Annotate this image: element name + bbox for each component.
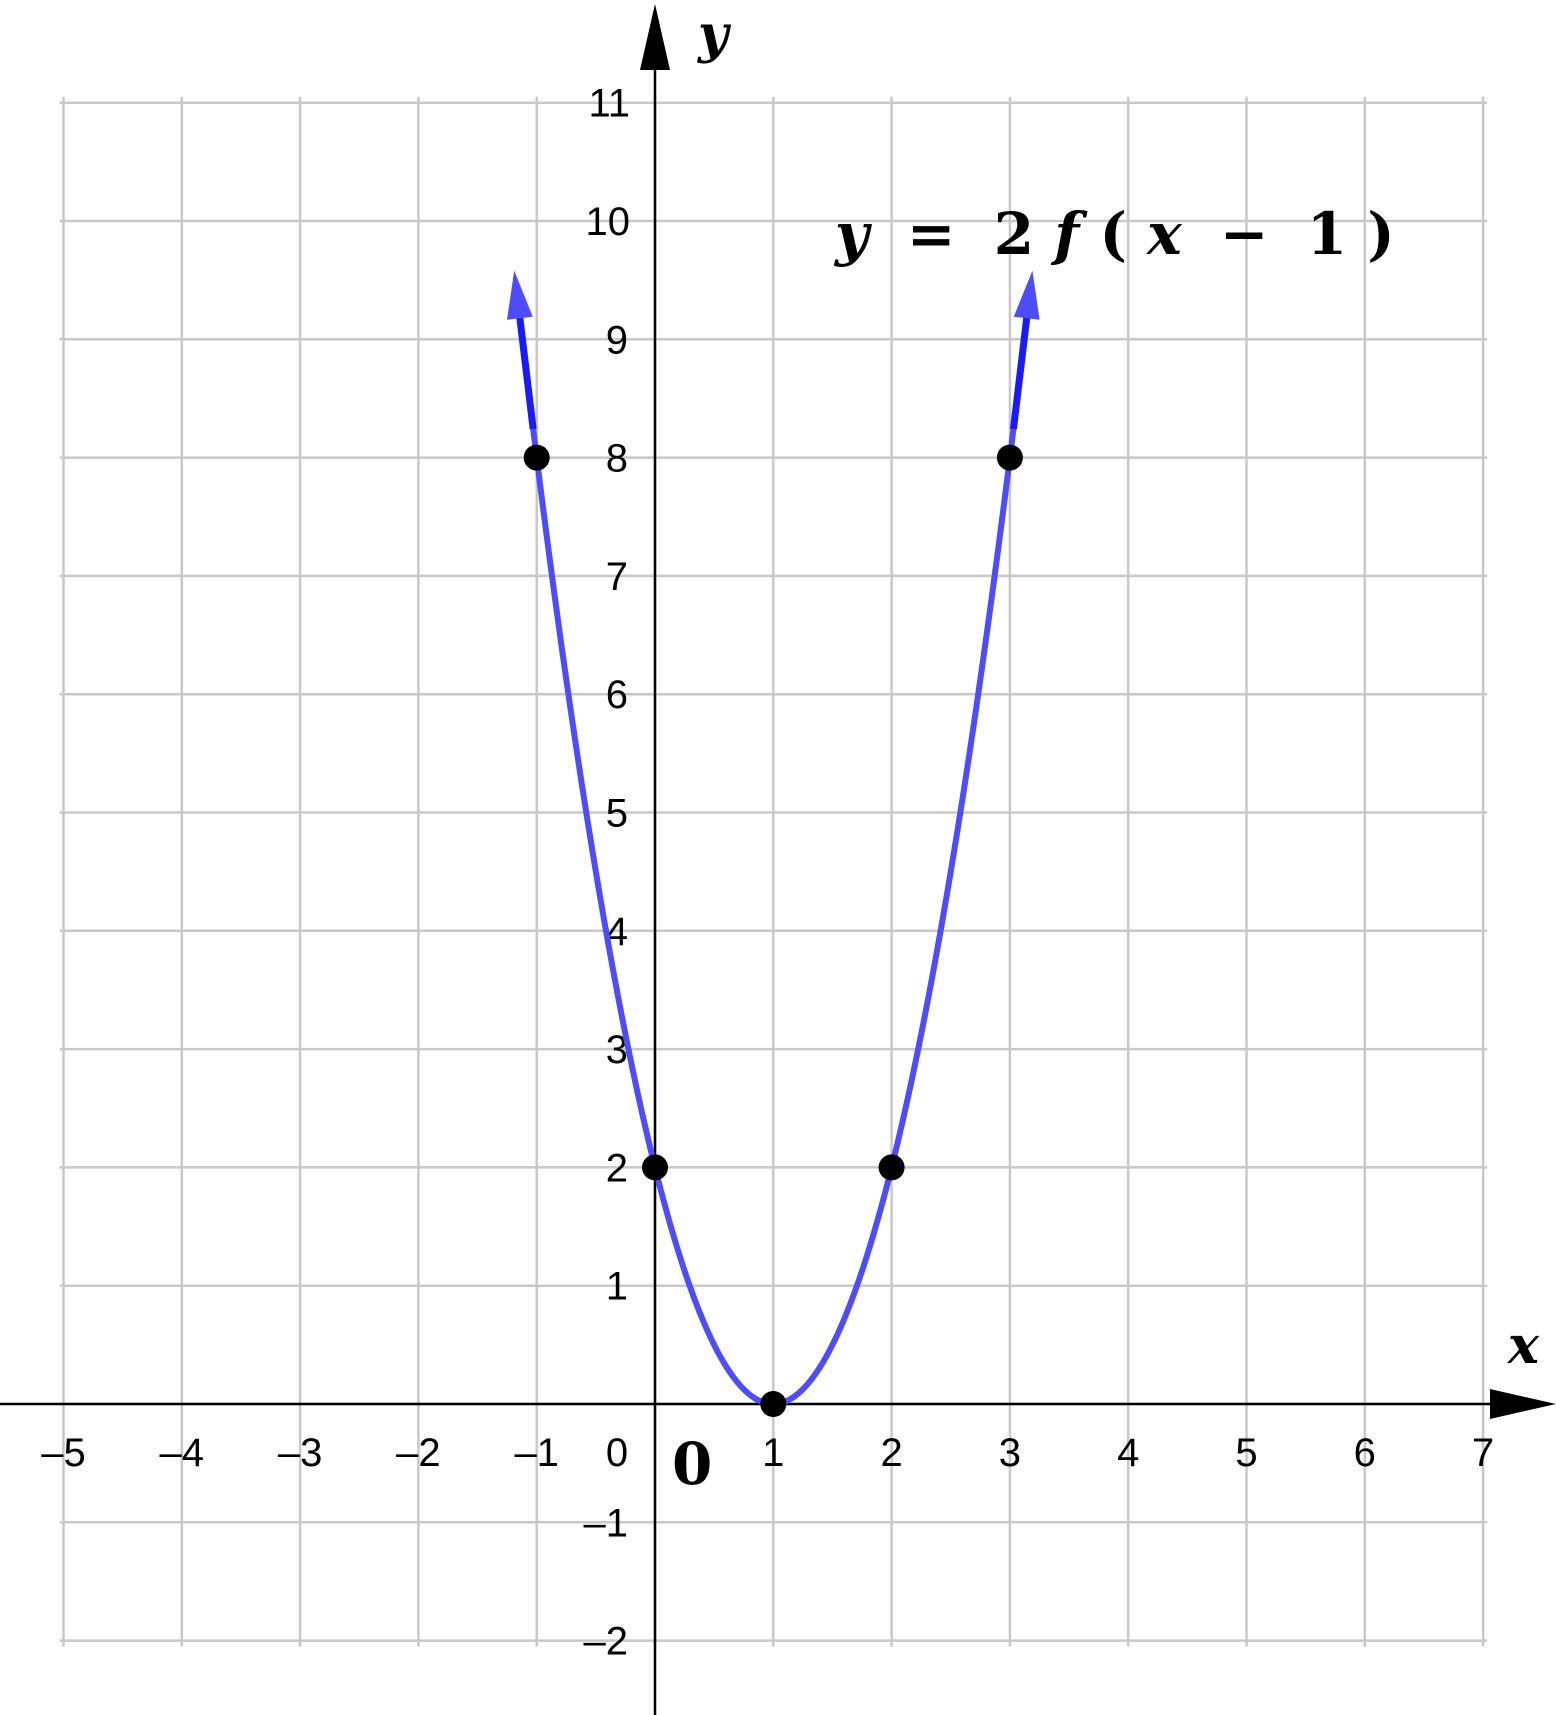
x-tick-label: 2 [880,1431,902,1475]
y-tick-label: –1 [584,1501,629,1545]
x-tick-label: –1 [514,1431,559,1475]
x-axis-label: x [1507,1315,1540,1376]
x-tick-labels: –5 –4 –3 –2 –1 0 1 2 3 4 5 6 7 [41,1431,1494,1475]
data-point [523,444,550,471]
data-points [523,444,1023,1417]
x-tick-label: 6 [1354,1431,1376,1475]
x-axis-arrow [1490,1389,1556,1419]
y-tick-label: 5 [606,792,628,836]
data-point [996,444,1023,471]
y-tick-label: 3 [606,1028,628,1072]
x-tick-label: 3 [999,1431,1021,1475]
y-tick-label: 1 [606,1265,628,1309]
eq-shift: 1 [1307,200,1347,268]
eq-lhs: y [833,200,873,268]
eq-open: ( [1099,200,1126,268]
eq-func: f [1050,200,1088,268]
equation-label: y = 2 f ( x − 1 ) [833,200,1395,268]
y-tick-label: 7 [606,555,628,599]
data-point [878,1154,905,1181]
x-tick-label: –2 [396,1431,441,1475]
curve-arrows [506,270,1040,430]
x-tick-label: 0 [606,1431,628,1475]
curve-arrow-shaft [515,309,537,430]
curve-arrow-right [1013,270,1040,320]
y-tick-label: 11 [588,82,630,126]
eq-coef: 2 [994,200,1034,268]
y-tick-label: 10 [586,200,631,244]
y-tick-label: –2 [584,1620,629,1664]
y-tick-label: 9 [606,318,628,362]
curve-arrow-shaft [1009,309,1032,430]
x-tick-label: –4 [160,1431,205,1475]
eq-var: x [1145,200,1183,268]
data-point [760,1391,787,1417]
x-tick-label: 7 [1472,1431,1494,1475]
eq-op: − [1220,200,1269,268]
x-tick-label: 1 [762,1431,784,1475]
x-tick-label: –5 [41,1431,86,1475]
curve-arrow-left [506,270,533,320]
y-axis-label: y [697,4,732,65]
y-tick-label: 6 [606,673,628,717]
y-tick-label: 4 [606,910,628,954]
y-axis-arrow [640,4,670,70]
origin-label: 0 [672,1430,712,1498]
data-point [642,1154,668,1181]
eq-close: ) [1367,200,1394,268]
y-tick-label: 8 [606,437,628,481]
x-tick-label: 5 [1235,1431,1257,1475]
x-tick-label: 4 [1117,1431,1139,1475]
x-tick-label: –3 [278,1431,323,1475]
eq-equals: = [907,200,956,268]
y-tick-labels: –2 –1 1 2 3 4 5 6 7 8 9 10 11 [584,82,631,1664]
axes [0,4,1556,1715]
y-tick-label: 2 [606,1146,628,1190]
